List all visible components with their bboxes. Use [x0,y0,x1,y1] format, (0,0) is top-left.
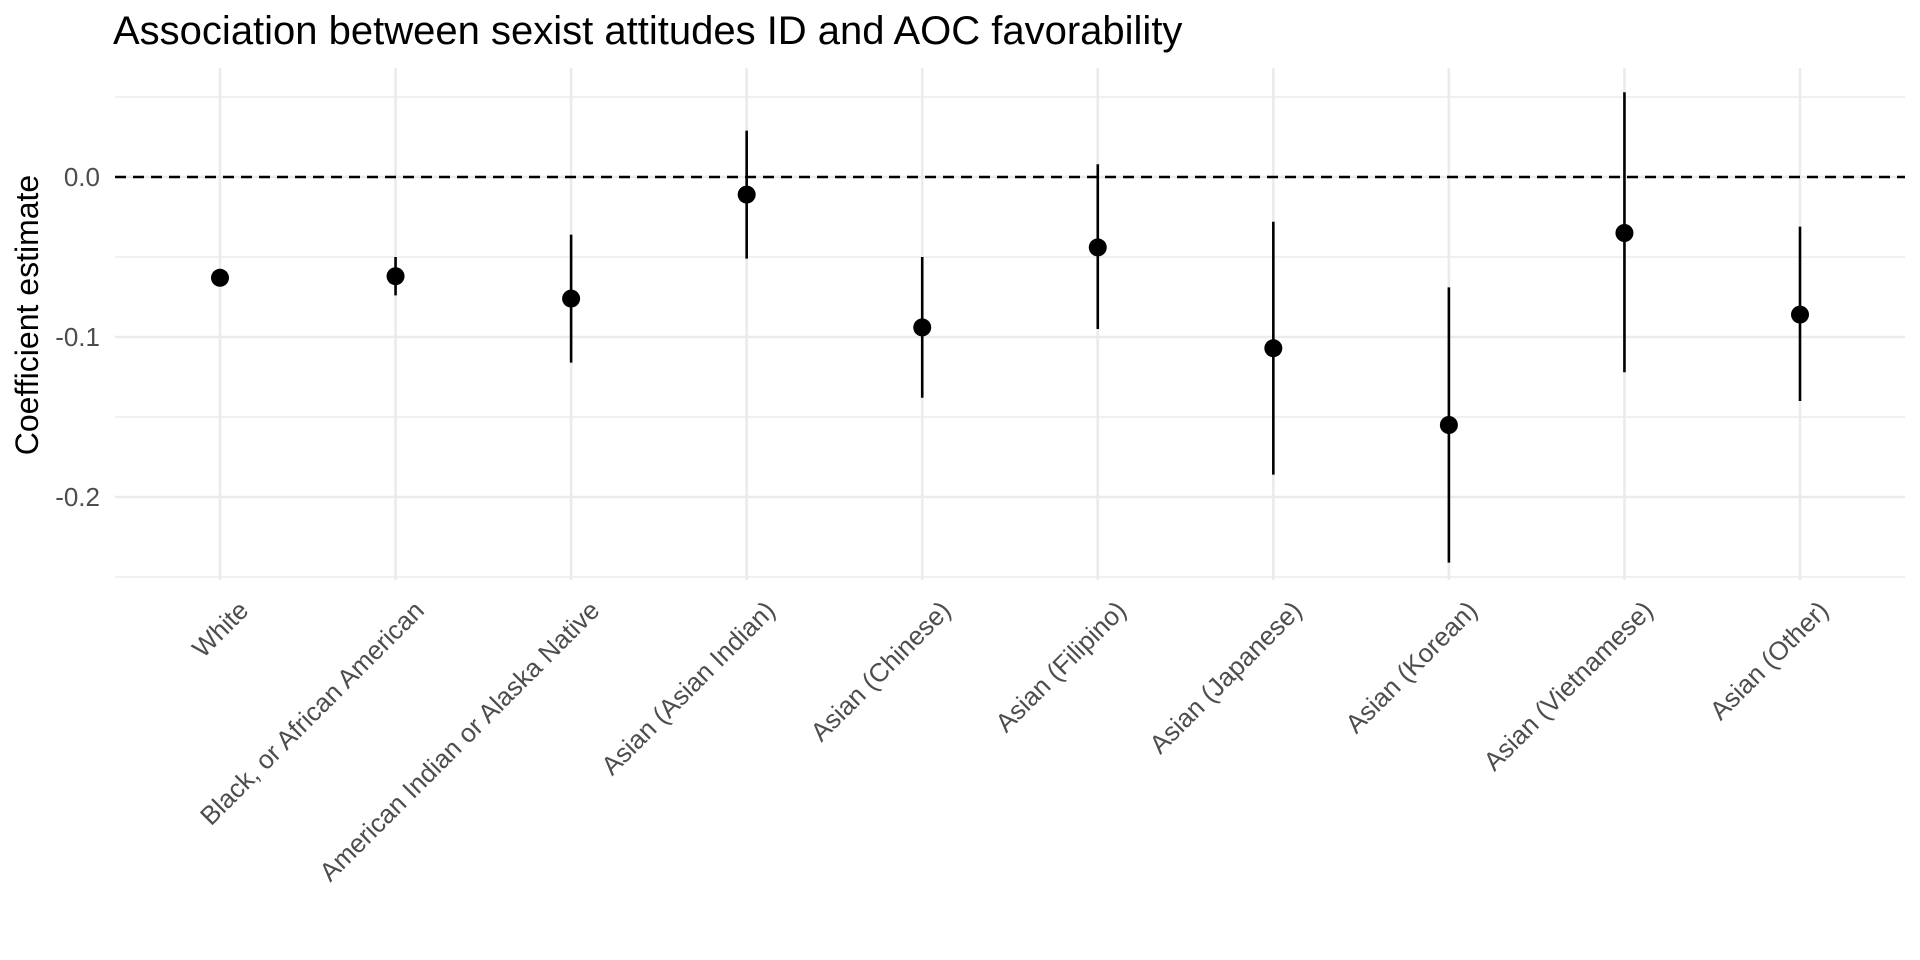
x-tick-label: Asian (Chinese) [804,595,956,747]
y-axis-ticks: 0.0 -0.1 -0.2 [55,162,100,512]
point-estimate [1791,305,1809,324]
y-tick-label: -0.2 [55,482,100,512]
x-tick-label: Asian (Japanese) [1143,595,1307,759]
y-tick-label: -0.1 [55,322,100,352]
x-tick-label: Asian (Vietnamese) [1477,595,1658,776]
point-estimate [1439,416,1458,434]
y-tick-label: 0.0 [64,162,100,192]
data-marks [211,92,1809,563]
grid-lines [115,68,1905,580]
x-tick-label: Asian (Asian Indian) [595,595,781,781]
point-estimate [386,267,405,286]
point-estimate [1088,238,1107,257]
point-estimate [211,268,229,287]
point-estimate [562,289,581,308]
point-estimate [1615,224,1634,242]
x-tick-label: Asian (Filipino) [989,595,1132,738]
point-estimate [1264,339,1283,358]
x-tick-label: Asian (Korean) [1339,595,1483,739]
chart-title: Association between sexist attitudes ID … [113,9,1182,53]
y-axis-title: Coefficient estimate [9,175,45,455]
x-tick-label: American Indian or Alaska Native [313,595,605,887]
point-estimate [737,185,756,204]
x-tick-label: Asian (Other) [1704,595,1835,726]
x-tick-label: White [186,595,254,663]
point-estimate [913,318,932,337]
